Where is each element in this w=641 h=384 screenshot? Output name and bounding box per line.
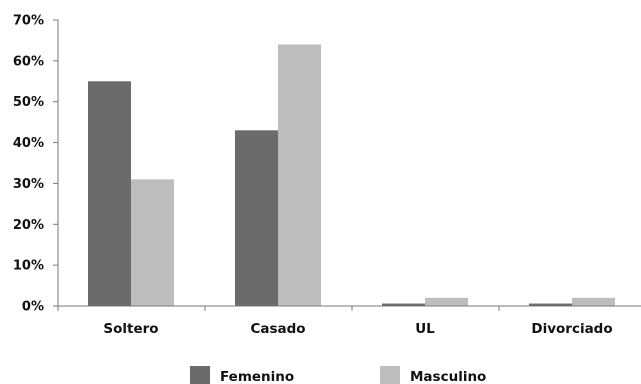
x-tick-label: Soltero <box>103 321 158 337</box>
bar-femenino-divorciado <box>529 303 572 306</box>
y-tick-label: 60% <box>13 54 44 69</box>
y-tick-label: 20% <box>13 218 44 233</box>
y-tick-label: 30% <box>13 177 44 192</box>
bar-femenino-soltero <box>88 81 131 307</box>
x-tick-label: Divorciado <box>531 321 612 337</box>
y-tick-label: 50% <box>13 95 44 110</box>
y-tick-label: 70% <box>13 14 44 29</box>
y-tick-label: 0% <box>22 300 44 315</box>
legend-label-femenino: Femenino <box>220 369 294 384</box>
bar-masculino-soltero <box>131 179 174 306</box>
legend-swatch-femenino <box>190 366 210 384</box>
bar-masculino-casado <box>278 44 321 307</box>
bar-masculino-divorciado <box>572 297 615 306</box>
y-tick-label: 40% <box>13 136 44 151</box>
x-axis: Soltero Casado UL Divorciado <box>57 305 641 337</box>
y-tick-label: 10% <box>13 259 44 274</box>
x-tick-label: Casado <box>250 321 305 337</box>
bars <box>88 44 615 307</box>
legend-swatch-masculino <box>380 366 400 384</box>
bar-masculino-ul <box>425 297 468 306</box>
bar-femenino-casado <box>235 130 278 306</box>
legend: Femenino Masculino <box>190 366 486 384</box>
bar-femenino-ul <box>382 303 425 306</box>
legend-label-masculino: Masculino <box>410 369 486 384</box>
y-axis: 0% 10% 20% 30% 40% 50% 60% 70% <box>13 14 59 315</box>
x-tick-label: UL <box>415 321 435 337</box>
